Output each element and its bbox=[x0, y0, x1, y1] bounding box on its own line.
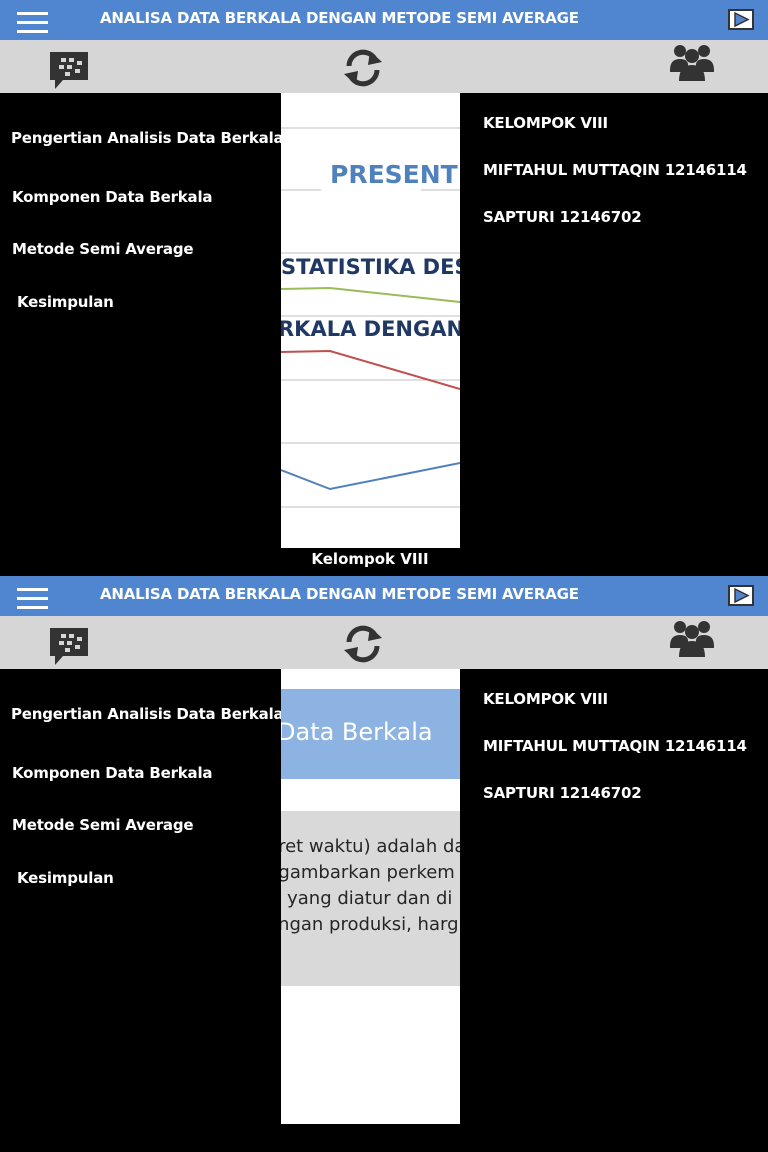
toolbar bbox=[0, 40, 768, 93]
group-info: KELOMPOK VIII bbox=[483, 690, 608, 708]
play-icon[interactable] bbox=[728, 9, 754, 30]
slide-preview: Data Berkala eret waktu) adalah da ggambar… bbox=[281, 669, 460, 1124]
bbm-icon[interactable] bbox=[47, 50, 91, 92]
app-screen: ANALISA DATA BERKALA DENGAN METODE SEMI … bbox=[0, 576, 768, 1152]
top-bar bbox=[0, 576, 768, 616]
slide-body-text: eret waktu) adalah da bbox=[281, 836, 460, 857]
toolbar bbox=[0, 616, 768, 669]
slide-line bbox=[281, 286, 460, 303]
menu-item[interactable]: Kesimpulan bbox=[17, 293, 114, 311]
slide-heading-bg bbox=[321, 159, 421, 191]
slide-heading: PRESENT bbox=[330, 160, 458, 189]
slide-preview: PRESENT STATISTIKA DESKR RKALA DENGAN M bbox=[281, 93, 460, 548]
slide-line-text: RKALA DENGAN M bbox=[281, 317, 460, 341]
slide-line bbox=[281, 349, 460, 390]
hamburger-icon[interactable] bbox=[17, 11, 49, 35]
slide-heading: Data Berkala bbox=[281, 718, 433, 746]
slide-line bbox=[281, 462, 460, 491]
menu-item[interactable]: Pengertian Analisis Data Berkala bbox=[11, 129, 284, 147]
slide-canvas: Data Berkala eret waktu) adalah da ggambar… bbox=[281, 689, 460, 986]
menu-item[interactable]: Komponen Data Berkala bbox=[12, 188, 213, 206]
group-info: MIFTAHUL MUTTAQIN 12146114 bbox=[483, 161, 747, 179]
group-icon[interactable] bbox=[669, 42, 715, 84]
menu-item[interactable]: Kesimpulan bbox=[17, 869, 114, 887]
slide-body-text: ggambarkan perkem bbox=[281, 862, 455, 883]
menu-item[interactable]: Komponen Data Berkala bbox=[12, 764, 213, 782]
slide-body-text: si yang diatur dan di bbox=[281, 888, 452, 909]
slide-title-band bbox=[281, 689, 460, 779]
menu-item[interactable]: Metode Semi Average bbox=[12, 816, 194, 834]
group-info: KELOMPOK VIII bbox=[483, 114, 608, 132]
slide-canvas: PRESENT STATISTIKA DESKR RKALA DENGAN M bbox=[281, 127, 460, 508]
menu-item[interactable]: Pengertian Analisis Data Berkala bbox=[11, 705, 284, 723]
hamburger-icon[interactable] bbox=[17, 587, 49, 611]
group-info: MIFTAHUL MUTTAQIN 12146114 bbox=[483, 737, 747, 755]
play-icon[interactable] bbox=[728, 585, 754, 606]
refresh-icon[interactable] bbox=[340, 622, 386, 666]
group-info: SAPTURI 12146702 bbox=[483, 784, 642, 802]
top-bar bbox=[0, 0, 768, 40]
app-page: {"screens": [ {"header": {"title": "ANAL… bbox=[0, 0, 768, 1124]
slide-text-box bbox=[281, 811, 460, 986]
slide-body-text: angan produksi, harg bbox=[281, 914, 459, 935]
slide-footer: Kelompok VIII bbox=[311, 550, 429, 568]
refresh-icon[interactable] bbox=[340, 46, 386, 90]
slide-line-text: STATISTIKA DESKR bbox=[281, 255, 460, 279]
app-title: ANALISA DATA BERKALA DENGAN METODE SEMI … bbox=[100, 585, 579, 603]
menu-item[interactable]: Metode Semi Average bbox=[12, 240, 194, 258]
group-info: SAPTURI 12146702 bbox=[483, 208, 642, 226]
bbm-icon[interactable] bbox=[47, 626, 91, 668]
app-screen: ANALISA DATA BERKALA DENGAN METODE SEMI … bbox=[0, 0, 768, 568]
app-title: ANALISA DATA BERKALA DENGAN METODE SEMI … bbox=[100, 9, 579, 27]
group-icon[interactable] bbox=[669, 618, 715, 660]
